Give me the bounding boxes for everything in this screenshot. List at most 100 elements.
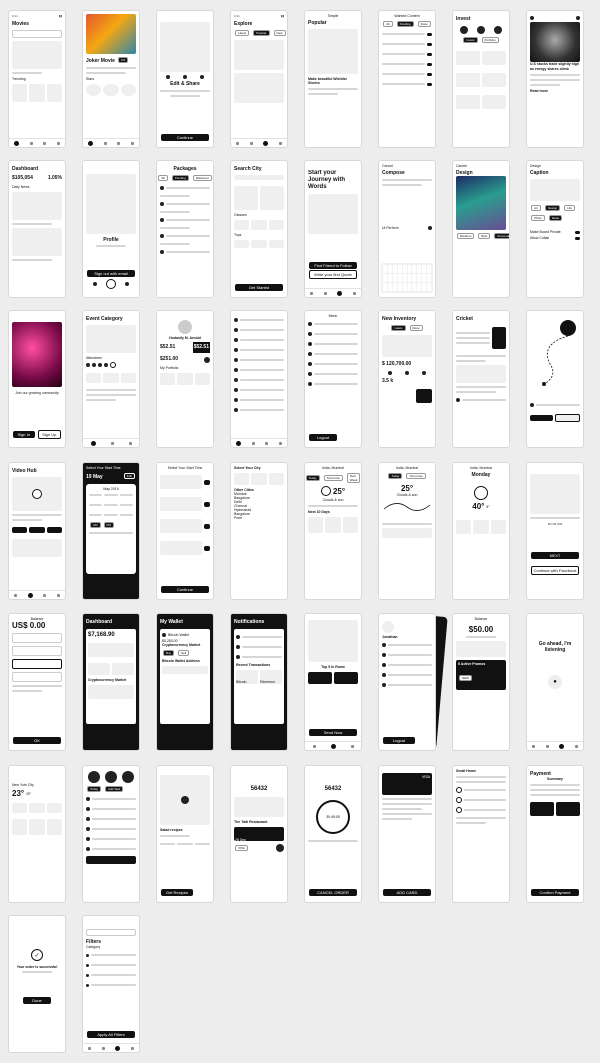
screen-title: Packages: [173, 166, 197, 172]
next-button[interactable]: NEXT: [531, 552, 579, 559]
tab-bar[interactable]: [305, 288, 361, 297]
avatar: [178, 320, 192, 334]
screen-filters: Filters Category Apply All Filters: [82, 915, 140, 1053]
sign-out-button[interactable]: Sign out with email: [87, 270, 135, 277]
logout-button[interactable]: Logout: [309, 434, 337, 441]
screen-dashboard-dark: Dashboard $7,168.90 Cryptocurrency Marke…: [82, 613, 140, 751]
find-friends-button[interactable]: Find Friend to Follow: [309, 262, 357, 269]
inventory-value: $ 120,700.00: [382, 361, 412, 367]
send-now-button[interactable]: Send Now: [309, 729, 357, 736]
article-image: [530, 22, 580, 62]
screen-profile: Profile Sign out with email: [82, 160, 140, 298]
write-quote-button[interactable]: Write your first Quote: [309, 270, 357, 279]
keyboard[interactable]: [381, 263, 433, 293]
movie-poster: [86, 14, 136, 54]
screen-title: Edit & Share: [170, 81, 200, 87]
confirm-payment-button[interactable]: Confirm Payment: [531, 889, 579, 896]
tab-bar[interactable]: [9, 590, 65, 599]
screen-title: Profile: [103, 237, 119, 243]
article-headline: U.S stocks trade slightly high as energy…: [530, 62, 580, 71]
add-card-button[interactable]: ADD CARD: [383, 889, 431, 896]
read-more-link[interactable]: Read more: [530, 89, 549, 93]
ok-button[interactable]: OK: [13, 737, 61, 744]
get-started-button[interactable]: Get Started: [235, 284, 283, 291]
wallet-amount: $5,283.00: [162, 639, 178, 643]
sign-in-button[interactable]: Sign In: [13, 431, 35, 438]
rating-badge: 9.8: [117, 57, 129, 63]
back-link[interactable]: Design: [530, 164, 541, 168]
facebook-button[interactable]: Continue with Facebook: [531, 566, 579, 575]
movie-title: Joker Movie: [86, 58, 115, 64]
toggle-label: Make Board Private: [530, 230, 561, 234]
screen-small-home: Small Home: [452, 765, 510, 903]
city-item[interactable]: Bangalore: [234, 512, 250, 516]
coin-name: Bitcoin: [236, 680, 247, 684]
city-item[interactable]: Chennai: [234, 504, 248, 508]
route-map[interactable]: [530, 314, 580, 394]
stars-label: Stars: [86, 77, 95, 81]
screens-grid: 9:41 ▮▮ Movies Trending Joker Movie 9.8 St…: [8, 10, 592, 1055]
screen-menu: Menu Logout: [304, 310, 362, 448]
city-item[interactable]: Mumbai: [234, 492, 247, 496]
low-temperature: 8°: [486, 504, 490, 509]
header-label: Wanted Content: [394, 14, 420, 18]
cancel-link[interactable]: Cancel: [456, 164, 467, 168]
logout-button[interactable]: Logout: [383, 737, 415, 744]
section-label: Trending: [12, 77, 26, 81]
private-toggle[interactable]: [575, 230, 580, 234]
temperature: 25°: [400, 484, 414, 493]
tab-bar[interactable]: [9, 138, 65, 147]
cancel-order-button[interactable]: CANCEL ORDER: [309, 889, 357, 896]
screen-invest: Invest Invest Portfolio: [452, 10, 510, 148]
promo-label: 5 Active Promos: [458, 662, 486, 666]
screen-list: [230, 310, 288, 448]
screen-joker: Joker Movie 9.8 Stars: [82, 10, 140, 148]
weather-desc: Clouds & sun: [396, 493, 418, 497]
city-item[interactable]: Bangalore: [234, 496, 250, 500]
search-input[interactable]: [86, 929, 136, 936]
screen-route: [526, 310, 584, 448]
avatar: [382, 621, 394, 633]
section-label: Cryptocurrency Market: [162, 643, 201, 647]
city-item[interactable]: Pune: [234, 516, 243, 520]
tab-bar[interactable]: [305, 741, 361, 750]
city-item[interactable]: Hyderabad: [234, 508, 252, 512]
continue-button[interactable]: Continue: [161, 586, 209, 593]
tab-bar[interactable]: [83, 1043, 139, 1052]
screen-title: New Inventory: [382, 316, 417, 322]
otp-code: 56432: [324, 786, 342, 792]
to-field[interactable]: Ui Perform: [382, 226, 399, 230]
temperature: 40°: [472, 502, 485, 511]
search-input[interactable]: [12, 30, 62, 38]
done-button[interactable]: Done: [23, 997, 51, 1004]
continue-button[interactable]: Continue: [161, 134, 209, 141]
tab-bar[interactable]: [231, 438, 287, 447]
tab-bar[interactable]: [527, 741, 583, 750]
movie-banner[interactable]: [12, 41, 62, 69]
microphone-icon[interactable]: ●: [548, 675, 562, 689]
get-recipes-button[interactable]: Get Recipes: [161, 889, 193, 896]
collab-toggle[interactable]: [575, 236, 580, 240]
screen-title: My Wallet: [160, 619, 183, 625]
screen-title: Caption: [530, 170, 549, 176]
sign-up-button[interactable]: Sign Up: [37, 430, 61, 439]
weather-desc: Clouds & sun: [322, 498, 344, 502]
section-label: Glasses: [234, 213, 247, 217]
cancel-link[interactable]: Cancel: [382, 164, 393, 168]
credit-card[interactable]: VISA: [382, 773, 432, 795]
screen-journey: Start your Journey with Words Find Frien…: [304, 160, 362, 298]
city-item[interactable]: Delhi: [234, 500, 242, 504]
tab-bar[interactable]: [83, 138, 139, 147]
screen-portfolio: Hudasily M. Arnold $52.51 $52.51 $251.00 …: [156, 310, 214, 448]
screen-select-time: Select Your Start Time 19 May Edit May 20…: [82, 462, 140, 600]
screen-title: Payment: [530, 771, 551, 777]
screen-title: Balance: [30, 617, 44, 621]
tab-bar[interactable]: [83, 438, 139, 447]
apply-filters-button[interactable]: Apply All Filters: [87, 1031, 135, 1038]
screen-title: Event Category: [86, 316, 123, 322]
screen-title: Dashboard: [12, 166, 39, 172]
booking-date: 28 Dec: [235, 838, 247, 842]
new-button[interactable]: NEW: [459, 675, 472, 681]
checkmark-icon: ✓: [31, 949, 43, 961]
tab-bar[interactable]: [231, 138, 287, 147]
